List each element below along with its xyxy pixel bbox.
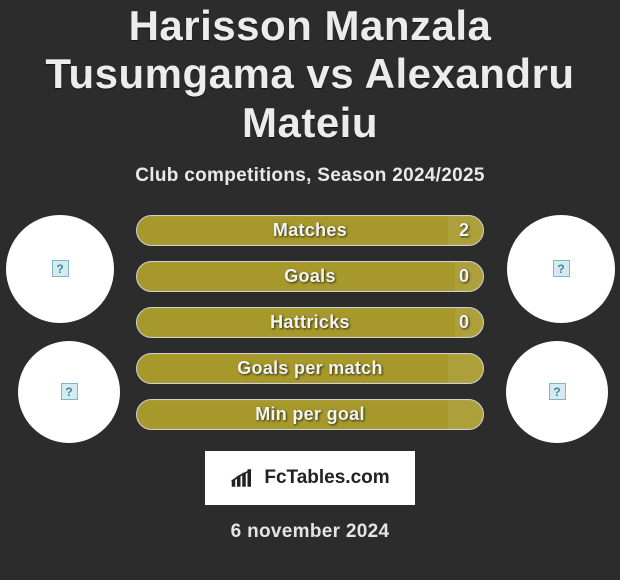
chart-icon — [230, 467, 258, 489]
placeholder-icon: ? — [549, 383, 566, 400]
stat-label: Min per goal — [137, 400, 483, 429]
placeholder-icon: ? — [52, 260, 69, 277]
stat-label: Hattricks — [137, 308, 483, 337]
stat-bar-gpm: Goals per match — [136, 353, 484, 384]
placeholder-icon: ? — [553, 260, 570, 277]
team-right-logo: ? — [506, 341, 608, 443]
comparison-stage: ? ? ? ? Matches 2 Goals 0 Hattricks 0 Go… — [0, 215, 620, 455]
stat-label: Goals per match — [137, 354, 483, 383]
stat-bars: Matches 2 Goals 0 Hattricks 0 Goals per … — [136, 215, 484, 430]
player-left-avatar: ? — [6, 215, 114, 323]
stat-bar-matches: Matches 2 — [136, 215, 484, 246]
stat-value: 0 — [459, 262, 469, 291]
date: 6 november 2024 — [0, 521, 620, 543]
team-left-logo: ? — [18, 341, 120, 443]
placeholder-icon: ? — [61, 383, 78, 400]
stat-bar-goals: Goals 0 — [136, 261, 484, 292]
stat-bar-mpg: Min per goal — [136, 399, 484, 430]
stat-bar-hattricks: Hattricks 0 — [136, 307, 484, 338]
page-title: Harisson Manzala Tusumgama vs Alexandru … — [0, 0, 620, 147]
subtitle: Club competitions, Season 2024/2025 — [0, 165, 620, 187]
stat-label: Matches — [137, 216, 483, 245]
stat-label: Goals — [137, 262, 483, 291]
logo-text: FcTables.com — [264, 467, 389, 489]
stat-value: 0 — [459, 308, 469, 337]
stat-value: 2 — [459, 216, 469, 245]
source-logo: FcTables.com — [205, 451, 415, 505]
player-right-avatar: ? — [507, 215, 615, 323]
